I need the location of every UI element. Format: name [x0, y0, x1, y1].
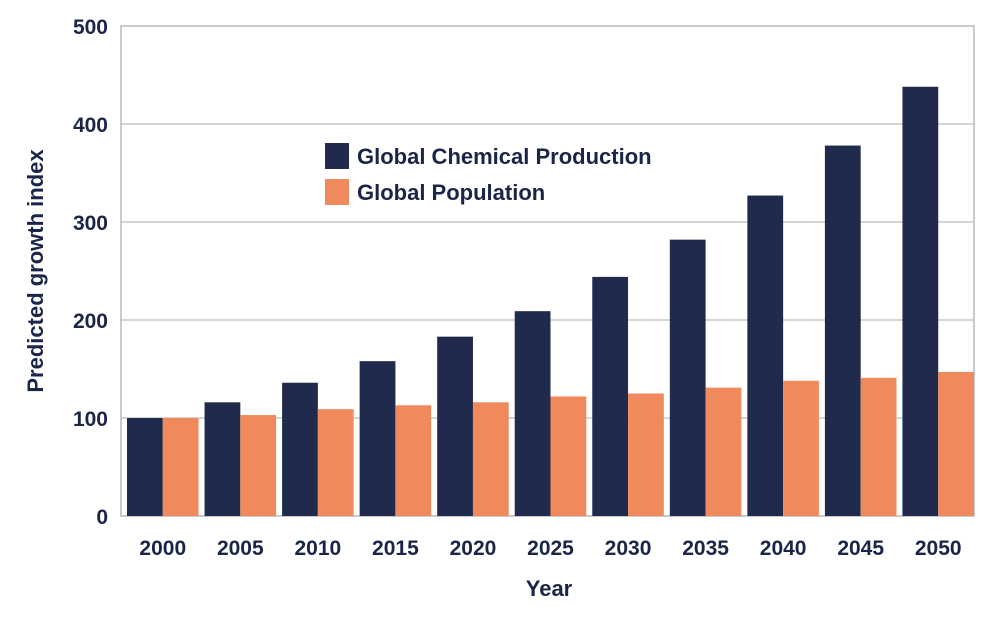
- x-axis-tick-labels: 2000 2005 2010 2015 2020 2025 2030 2035 2040 2045…: [139, 537, 961, 560]
- y-tick-label: 200: [73, 310, 108, 333]
- x-tick-label: 2030: [605, 537, 652, 560]
- bar-global-population-2030: [628, 393, 664, 516]
- x-tick-label: 2040: [760, 537, 807, 560]
- bar-global-chemical-production-2015: [359, 361, 396, 516]
- x-tick-label: 2005: [217, 537, 264, 560]
- x-tick-label: 2000: [139, 537, 186, 560]
- bar-global-population-2025: [550, 396, 587, 516]
- bar-global-chemical-production-2025: [514, 311, 551, 516]
- y-tick-label: 0: [96, 506, 108, 529]
- bar-global-population-2000: [162, 418, 199, 516]
- bar-global-population-2015: [395, 405, 432, 516]
- x-tick-label: 2025: [527, 537, 574, 560]
- bar-global-population-2005: [240, 415, 277, 516]
- x-tick-label: 2015: [372, 537, 419, 560]
- legend: Global Chemical Production Global Popula…: [325, 143, 652, 205]
- y-axis-title: Predicted growth index: [23, 149, 48, 393]
- x-tick-label: 2010: [295, 537, 342, 560]
- x-axis-title: Year: [526, 576, 573, 601]
- x-tick-label: 2035: [682, 537, 729, 560]
- bar-global-population-2010: [317, 409, 354, 516]
- legend-label-global-population: Global Population: [357, 180, 545, 205]
- bar-global-population-2040: [783, 380, 819, 516]
- x-tick-label: 2020: [450, 537, 497, 560]
- bar-global-chemical-production-2030: [592, 276, 629, 516]
- y-tick-label: 500: [73, 16, 108, 39]
- bars: [127, 86, 974, 517]
- bar-global-population-2020: [472, 402, 509, 516]
- bar-global-chemical-production-2040: [747, 195, 784, 517]
- y-tick-label: 100: [73, 408, 108, 431]
- y-tick-label: 300: [73, 212, 108, 235]
- bar-global-population-2045: [860, 377, 897, 516]
- bar-global-chemical-production-2000: [127, 418, 163, 516]
- bar-global-chemical-production-2005: [204, 402, 241, 516]
- legend-label-global-chemical-production: Global Chemical Production: [357, 144, 652, 169]
- bar-global-chemical-production-2010: [282, 382, 318, 516]
- legend-swatch-global-chemical-production: [325, 143, 349, 169]
- y-tick-label: 400: [73, 114, 108, 137]
- y-axis-tick-labels: 0 100 200 300 400 500: [73, 16, 108, 529]
- bar-global-population-2050: [938, 371, 974, 516]
- bar-global-population-2035: [705, 387, 742, 516]
- legend-swatch-global-population: [325, 179, 349, 205]
- x-tick-label: 2050: [915, 537, 962, 560]
- x-tick-label: 2045: [837, 537, 884, 560]
- bar-global-chemical-production-2020: [437, 336, 473, 516]
- bar-global-chemical-production-2035: [669, 239, 706, 516]
- bar-global-chemical-production-2045: [824, 145, 861, 516]
- bar-global-chemical-production-2050: [902, 86, 939, 516]
